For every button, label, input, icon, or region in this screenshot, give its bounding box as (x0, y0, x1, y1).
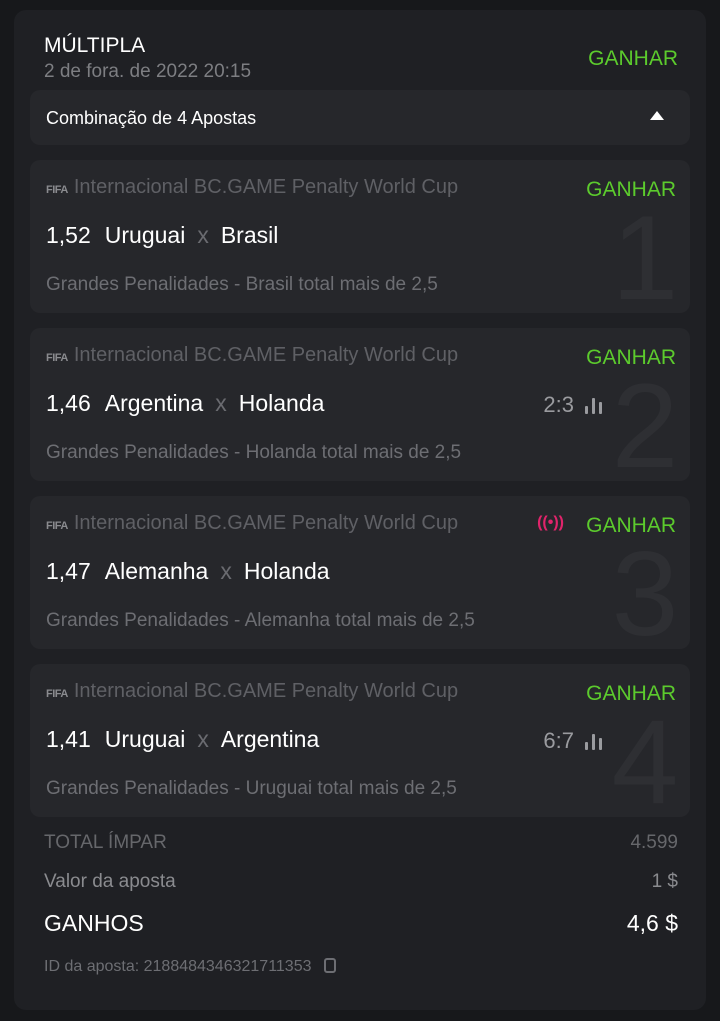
fifa-icon: FIFA (46, 352, 68, 364)
combination-toggle[interactable]: Combinação de 4 Apostas (30, 90, 690, 145)
league-name: Internacional BC.GAME Penalty World Cup (73, 176, 459, 198)
winnings-value: 4,6 $ (626, 910, 678, 936)
bet-card: MÚLTIPLA 2 de fora. de 2022 20:15 GANHAR… (14, 10, 706, 1010)
stats-icon[interactable] (585, 398, 602, 414)
copy-icon[interactable] (323, 958, 336, 973)
bet-number: 3 (611, 527, 679, 649)
odds: 1,46 (46, 390, 91, 416)
bet-status: GANHAR (586, 346, 676, 369)
bet-status: GANHAR (588, 47, 678, 70)
total-odds-value: 4.599 (630, 832, 678, 853)
bet-date: 2 de fora. de 2022 20:15 (44, 61, 252, 82)
league-name: Internacional BC.GAME Penalty World Cup (73, 512, 459, 534)
versus: x (215, 390, 227, 416)
stake-value: 1 $ (651, 871, 678, 892)
market: Grandes Penalidades - Brasil total mais … (46, 274, 438, 295)
bet-number: 4 (611, 695, 679, 817)
bet-status: GANHAR (586, 514, 676, 537)
score: 2:3 (543, 392, 574, 417)
versus: x (197, 222, 209, 248)
fifa-icon: FIFA (46, 520, 68, 532)
market: Grandes Penalidades - Uruguai total mais… (46, 778, 457, 799)
versus: x (197, 726, 209, 752)
bet-item[interactable]: 1 FIFA Internacional BC.GAME Penalty Worl… (30, 160, 690, 313)
market: Grandes Penalidades - Alemanha total mai… (46, 610, 475, 631)
combination-label: Combinação de 4 Apostas (46, 108, 257, 128)
bet-status: GANHAR (586, 682, 676, 705)
bet-number: 1 (611, 191, 679, 313)
away-team: Argentina (220, 726, 320, 752)
bet-number: 2 (611, 359, 679, 481)
market: Grandes Penalidades - Holanda total mais… (46, 442, 462, 463)
bet-id-row: ID da aposta: 2188484346321711353 (44, 958, 336, 976)
away-team: Brasil (220, 222, 279, 248)
bet-item[interactable]: 2 FIFA Internacional BC.GAME Penalty Worl… (30, 328, 690, 481)
fifa-icon: FIFA (46, 688, 68, 700)
bet-id: ID da aposta: 2188484346321711353 (44, 958, 312, 975)
home-team: Uruguai (104, 222, 186, 248)
home-team: Alemanha (104, 558, 209, 584)
live-broadcast-icon[interactable]: ((•)) (537, 514, 564, 531)
fifa-icon: FIFA (46, 184, 68, 196)
league-name: Internacional BC.GAME Penalty World Cup (73, 344, 459, 366)
odds: 1,41 (46, 726, 91, 752)
bet-item[interactable]: 4 FIFA Internacional BC.GAME Penalty Worl… (30, 664, 690, 817)
score: 6:7 (543, 728, 574, 753)
away-team: Holanda (238, 390, 325, 416)
home-team: Argentina (104, 390, 204, 416)
stake-label: Valor da aposta (44, 871, 176, 892)
away-team: Holanda (243, 558, 330, 584)
odds: 1,52 (46, 222, 91, 248)
total-odds-row: TOTAL ÍMPAR 4.599 (44, 832, 678, 854)
stats-icon[interactable] (585, 734, 602, 750)
bet-status: GANHAR (586, 178, 676, 201)
versus: x (220, 558, 232, 584)
total-odds-label: TOTAL ÍMPAR (44, 832, 167, 853)
winnings-label: GANHOS (44, 910, 144, 936)
bet-type-title: MÚLTIPLA (44, 34, 146, 57)
stake-row: Valor da aposta 1 $ (44, 871, 678, 893)
league-name: Internacional BC.GAME Penalty World Cup (73, 680, 459, 702)
home-team: Uruguai (104, 726, 186, 752)
winnings-row: GANHOS 4,6 $ (44, 910, 678, 937)
bet-item[interactable]: 3 FIFA Internacional BC.GAME Penalty Worl… (30, 496, 690, 649)
odds: 1,47 (46, 558, 91, 584)
caret-up-icon (650, 111, 664, 120)
